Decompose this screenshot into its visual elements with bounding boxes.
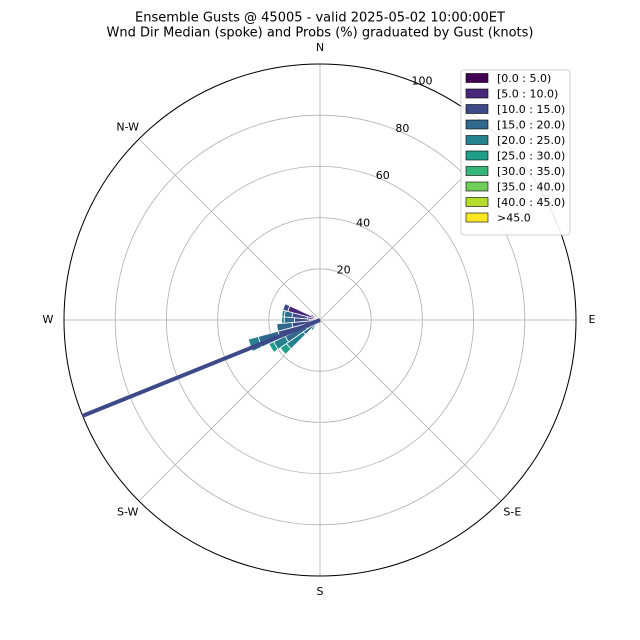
legend-label: [20.0 : 25.0) bbox=[497, 134, 565, 147]
rose-segment bbox=[281, 316, 285, 324]
direction-label: W bbox=[43, 313, 54, 326]
legend-swatch bbox=[465, 212, 489, 223]
legend-label: [10.0 : 15.0) bbox=[497, 103, 565, 116]
direction-label: N-W bbox=[116, 121, 139, 134]
legend-label: [30.0 : 35.0) bbox=[497, 165, 565, 178]
legend-swatch bbox=[465, 166, 489, 176]
legend-swatch bbox=[465, 119, 489, 130]
legend-label: [5.0 : 10.0) bbox=[497, 88, 558, 101]
legend-swatch bbox=[465, 181, 489, 192]
legend-swatch bbox=[465, 104, 489, 114]
radial-tick-label: 40 bbox=[356, 216, 370, 229]
legend-label: [15.0 : 20.0) bbox=[497, 119, 565, 132]
legend: [0.0 : 5.0) [5.0 : 10.0) [10.0 : 15.0) [15.… bbox=[460, 69, 571, 236]
grid-spoke bbox=[138, 138, 321, 321]
legend-swatch bbox=[465, 135, 489, 145]
legend-label: [35.0 : 40.0) bbox=[497, 181, 565, 194]
legend-label: [0.0 : 5.0) bbox=[497, 72, 551, 85]
legend-label: [40.0 : 45.0) bbox=[497, 196, 565, 209]
radial-tick-label: 60 bbox=[376, 169, 390, 182]
legend-label: [25.0 : 30.0) bbox=[497, 150, 565, 163]
legend-swatch bbox=[465, 73, 489, 83]
legend-swatch bbox=[465, 88, 489, 99]
chart-title: Ensemble Gusts @ 45005 - valid 2025-05-0… bbox=[135, 11, 505, 26]
direction-label: S-E bbox=[503, 505, 521, 518]
median-spoke bbox=[81, 318, 321, 418]
legend-swatch bbox=[465, 150, 489, 161]
radial-tick-label: 100 bbox=[411, 74, 432, 87]
rose-segment bbox=[282, 303, 291, 312]
direction-label: S bbox=[317, 585, 324, 598]
radial-tick-label: 80 bbox=[395, 122, 409, 135]
radial-tick-label: 20 bbox=[337, 264, 351, 277]
chart-subtitle: Wnd Dir Median (spoke) and Probs (%) gra… bbox=[107, 26, 534, 41]
legend-swatch bbox=[465, 197, 489, 207]
direction-label: S-W bbox=[117, 505, 139, 518]
plot-frame bbox=[63, 63, 577, 577]
direction-label: N bbox=[316, 41, 324, 54]
rose-segment bbox=[276, 322, 294, 332]
grid-spoke bbox=[319, 319, 502, 502]
legend-label: >45.0 bbox=[497, 212, 531, 225]
direction-label: E bbox=[589, 313, 596, 326]
